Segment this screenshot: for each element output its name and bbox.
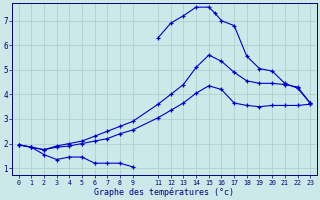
X-axis label: Graphe des températures (°c): Graphe des températures (°c) <box>94 187 234 197</box>
